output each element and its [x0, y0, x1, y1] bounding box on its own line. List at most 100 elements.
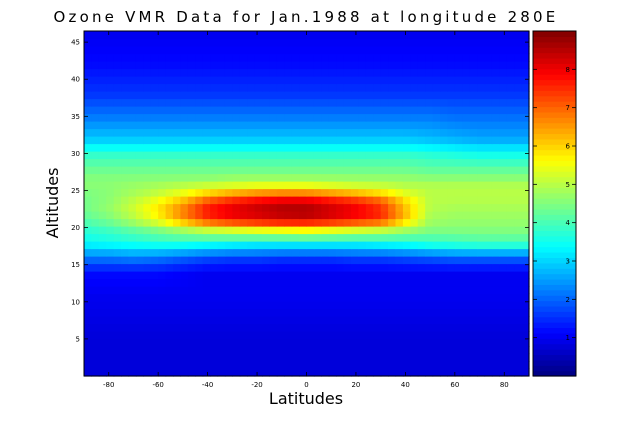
heatmap-cell — [84, 278, 93, 287]
heatmap-cell — [284, 173, 293, 182]
heatmap-cell — [447, 113, 456, 122]
heatmap-cell — [328, 113, 337, 122]
heatmap-cell — [202, 338, 211, 347]
heatmap-cell — [373, 68, 382, 77]
heatmap-cell — [321, 248, 330, 257]
heatmap-cell — [417, 188, 426, 197]
heatmap-cell — [195, 218, 204, 227]
heatmap-cell — [499, 196, 508, 205]
heatmap-cell — [395, 218, 404, 227]
heatmap-cell — [135, 151, 144, 160]
heatmap-cell — [380, 323, 389, 332]
heatmap-cell — [313, 173, 322, 182]
heatmap-cell — [187, 301, 196, 310]
heatmap-cell — [521, 188, 530, 197]
heatmap-cell — [158, 361, 167, 370]
heatmap-cell — [402, 181, 411, 190]
heatmap-cell — [254, 173, 263, 182]
heatmap-cell — [284, 278, 293, 287]
heatmap-cell — [321, 38, 330, 47]
heatmap-cell — [180, 218, 189, 227]
heatmap-cell — [521, 301, 530, 310]
heatmap-cell — [417, 233, 426, 242]
heatmap-cell — [217, 368, 226, 377]
heatmap-cell — [135, 143, 144, 152]
heatmap-cell — [84, 46, 93, 55]
heatmap-cell — [447, 61, 456, 70]
heatmap-cell — [84, 113, 93, 122]
heatmap-cell — [98, 301, 107, 310]
heatmap-cell — [284, 151, 293, 160]
heatmap-cell — [358, 61, 367, 70]
heatmap-cell — [262, 271, 271, 280]
heatmap-cell — [469, 128, 478, 137]
heatmap-cell — [291, 278, 300, 287]
heatmap-cell — [402, 256, 411, 265]
heatmap-cell — [173, 83, 182, 92]
heatmap-cell — [91, 128, 100, 137]
heatmap-cell — [187, 323, 196, 332]
heatmap-cell — [91, 38, 100, 47]
heatmap-cell — [447, 203, 456, 212]
heatmap-cell — [373, 136, 382, 145]
heatmap-cell — [395, 46, 404, 55]
heatmap-cell — [343, 226, 352, 235]
heatmap-cell — [284, 293, 293, 302]
heatmap-cell — [351, 218, 360, 227]
heatmap-cell — [425, 173, 434, 182]
heatmap-cell — [417, 166, 426, 175]
heatmap-cell — [343, 293, 352, 302]
heatmap-cell — [514, 248, 523, 257]
heatmap-cell — [462, 331, 471, 340]
heatmap-cell — [328, 203, 337, 212]
heatmap-cell — [432, 346, 441, 355]
heatmap-cell — [380, 106, 389, 115]
heatmap-cell — [462, 143, 471, 152]
heatmap-cell — [143, 263, 152, 272]
heatmap-cell — [343, 106, 352, 115]
heatmap-cell — [484, 76, 493, 85]
heatmap-cell — [210, 346, 219, 355]
heatmap-cell — [276, 83, 285, 92]
heatmap-cell — [254, 286, 263, 295]
heatmap-cell — [425, 346, 434, 355]
heatmap-cell — [425, 98, 434, 107]
heatmap-cell — [121, 136, 130, 145]
heatmap-cell — [128, 128, 137, 137]
heatmap-cell — [254, 196, 263, 205]
heatmap-cell — [343, 271, 352, 280]
heatmap-cell — [232, 263, 241, 272]
heatmap-cell — [306, 68, 315, 77]
heatmap-cell — [499, 301, 508, 310]
heatmap-cell — [128, 158, 137, 167]
heatmap-cell — [469, 151, 478, 160]
heatmap-cell — [106, 188, 115, 197]
heatmap-cell — [239, 181, 248, 190]
heatmap-cell — [202, 308, 211, 317]
heatmap-cell — [477, 98, 486, 107]
heatmap-cell — [469, 226, 478, 235]
colorbar-tick-label: 2 — [566, 296, 570, 304]
heatmap-cell — [521, 293, 530, 302]
heatmap-cell — [351, 91, 360, 100]
heatmap-cell — [388, 271, 397, 280]
heatmap-cell — [321, 173, 330, 182]
heatmap-cell — [328, 38, 337, 47]
heatmap-cell — [173, 76, 182, 85]
heatmap-cell — [128, 263, 137, 272]
heatmap-cell — [180, 113, 189, 122]
heatmap-cell — [395, 271, 404, 280]
heatmap-cell — [484, 46, 493, 55]
heatmap-cell — [469, 353, 478, 362]
heatmap-cell — [432, 278, 441, 287]
heatmap-cell — [195, 353, 204, 362]
heatmap-cell — [165, 53, 174, 62]
heatmap-cell — [269, 278, 278, 287]
heatmap-cell — [262, 113, 271, 122]
heatmap-cell — [165, 293, 174, 302]
heatmap-cell — [506, 158, 515, 167]
heatmap-cell — [440, 361, 449, 370]
heatmap-cell — [262, 31, 271, 40]
heatmap-cell — [365, 188, 374, 197]
heatmap-cell — [165, 353, 174, 362]
